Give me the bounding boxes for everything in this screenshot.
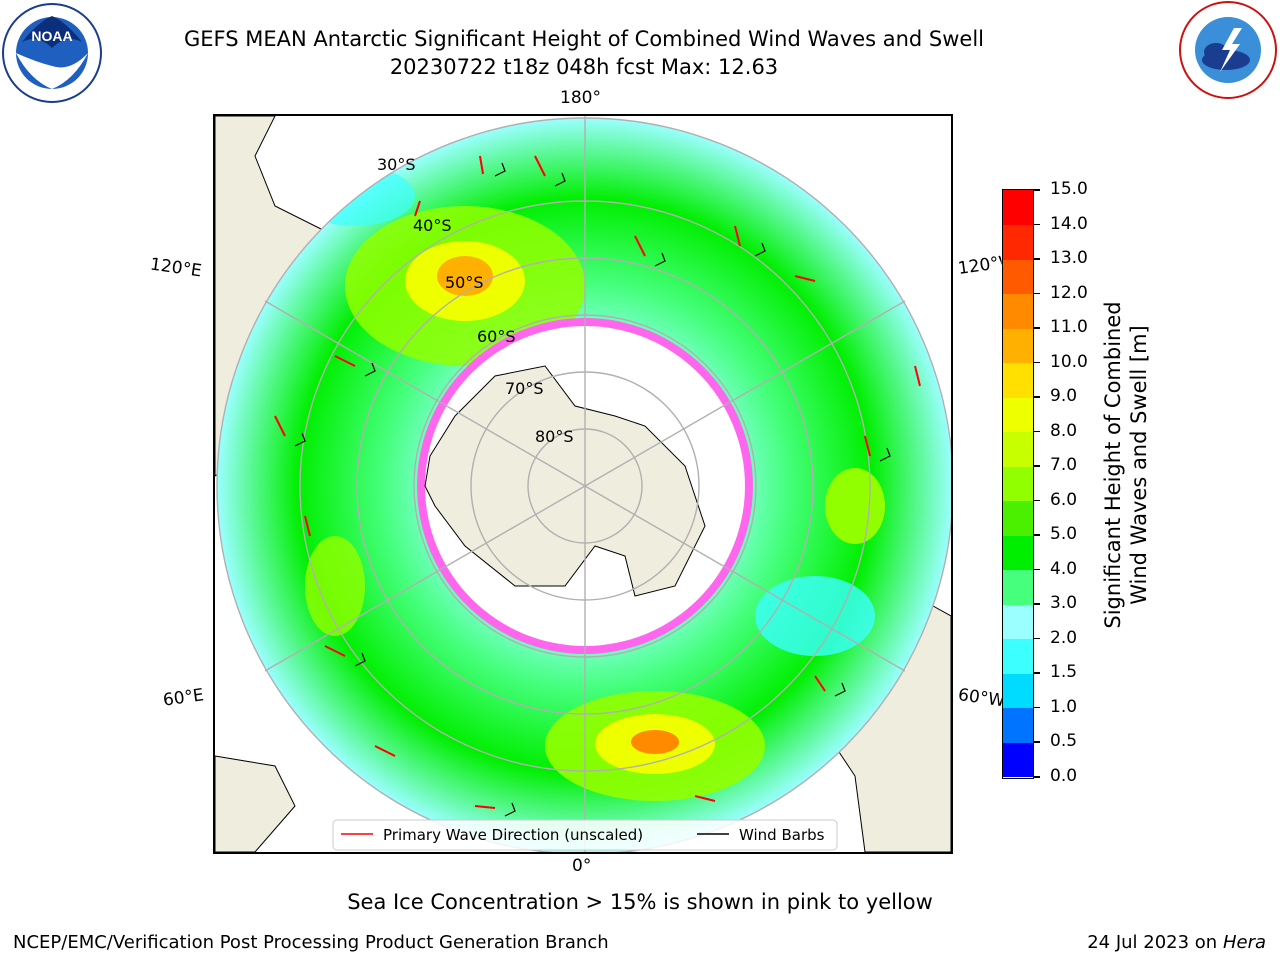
colorbar-tick-label: 14.0 xyxy=(1050,213,1088,234)
colorbar-tick-label: 0.0 xyxy=(1050,766,1078,786)
colorbar-tick-label: 7.0 xyxy=(1050,455,1078,476)
lat-label-50s: 50°S xyxy=(445,273,484,292)
colorbar-tick-mark xyxy=(1034,534,1040,536)
colorbar-segment xyxy=(1003,535,1033,571)
lon-label-60w: 60°W xyxy=(956,685,1004,711)
colorbar-tick-label: 10.0 xyxy=(1050,351,1088,372)
colorbar-tick-mark xyxy=(1034,499,1040,502)
lat-label-70s: 70°S xyxy=(505,379,544,398)
colorbar-tick-mark xyxy=(1034,776,1040,778)
colorbar-tick-mark xyxy=(1034,189,1040,191)
colorbar-segment xyxy=(1003,638,1033,674)
colorbar-tick-label: 1.0 xyxy=(1050,696,1078,717)
legend-barb-label: Wind Barbs xyxy=(739,826,825,844)
colorbar-tick-mark xyxy=(1034,465,1040,467)
footer-date-text: 24 Jul 2023 on xyxy=(1087,932,1223,953)
map-frame: 30°S 40°S 50°S 60°S 70°S 80°S Primary Wa… xyxy=(213,114,953,854)
colorbar-tick-label: 4.0 xyxy=(1050,558,1078,579)
nws-logo-icon xyxy=(1179,1,1277,99)
footer-machine: Hera xyxy=(1222,932,1266,953)
colorbar-segment xyxy=(1003,569,1033,605)
lat-label-30s: 30°S xyxy=(377,155,416,174)
lon-label-0: 0° xyxy=(572,856,592,876)
lon-label-120w: 120°W xyxy=(956,253,1004,279)
colorbar-tick-mark xyxy=(1034,603,1040,605)
colorbar-segment xyxy=(1003,293,1033,329)
colorbar-tick-mark xyxy=(1034,327,1040,329)
colorbar-segment xyxy=(1003,500,1033,536)
noaa-logo-icon: NOAA xyxy=(2,3,102,103)
map-canvas: 30°S 40°S 50°S 60°S 70°S 80°S Primary Wa… xyxy=(215,116,951,852)
colorbar-tick-mark xyxy=(1034,223,1040,226)
colorbar-label-line1: Significant Height of Combined xyxy=(1101,301,1125,629)
colorbar-segment xyxy=(1003,707,1033,743)
colorbar-segment xyxy=(1003,328,1033,364)
lon-label-180: 180° xyxy=(560,88,601,108)
footer-date: 24 Jul 2023 on Hera xyxy=(1087,932,1266,953)
colorbar-tick-mark xyxy=(1034,292,1040,295)
colorbar-tick-label: 12.0 xyxy=(1050,282,1088,303)
colorbar-tick-mark xyxy=(1034,396,1040,398)
colorbar-tick-label: 2.0 xyxy=(1050,627,1078,648)
lat-label-60s: 60°S xyxy=(477,327,516,346)
colorbar-segment xyxy=(1003,604,1033,640)
colorbar-tick-mark xyxy=(1034,637,1040,640)
colorbar-tick-label: 6.0 xyxy=(1050,489,1078,510)
svg-text:NOAA: NOAA xyxy=(31,28,72,44)
colorbar-tick-mark xyxy=(1034,706,1040,709)
colorbar-segment xyxy=(1003,190,1033,226)
colorbar-tick-label: 0.5 xyxy=(1050,731,1078,752)
colorbar-segment xyxy=(1003,673,1033,709)
lat-label-80s: 80°S xyxy=(535,427,574,446)
footer-branch: NCEP/EMC/Verification Post Processing Pr… xyxy=(13,932,609,953)
lat-label-40s: 40°S xyxy=(413,216,452,235)
colorbar-segment xyxy=(1003,362,1033,398)
colorbar-tick-label: 5.0 xyxy=(1050,524,1078,545)
colorbar-tick-label: 9.0 xyxy=(1050,386,1078,407)
colorbar-segment xyxy=(1003,431,1033,467)
colorbar-tick-label: 8.0 xyxy=(1050,420,1078,441)
colorbar-label-line2: Wind Waves and Swell [m] xyxy=(1127,325,1151,605)
colorbar-label: Significant Height of Combined Wind Wave… xyxy=(1100,265,1152,665)
colorbar-tick-mark xyxy=(1034,568,1040,571)
colorbar-segment xyxy=(1003,397,1033,433)
colorbar-tick-mark xyxy=(1034,258,1040,260)
colorbar-tick-label: 15.0 xyxy=(1050,179,1088,199)
colorbar-tick-label: 13.0 xyxy=(1050,248,1088,269)
chart-subtitle: 20230722 t18z 048h fcst Max: 12.63 xyxy=(389,55,779,79)
chart-title: GEFS MEAN Antarctic Significant Height o… xyxy=(183,27,985,51)
lon-label-120e: 120°E xyxy=(148,254,203,282)
colorbar-segment xyxy=(1003,259,1033,295)
colorbar xyxy=(1002,189,1034,779)
legend-wave-label: Primary Wave Direction (unscaled) xyxy=(383,826,643,844)
colorbar-segment xyxy=(1003,742,1033,778)
colorbar-tick-mark xyxy=(1034,361,1040,364)
colorbar-segment xyxy=(1003,466,1033,502)
sea-ice-note: Sea Ice Concentration > 15% is shown in … xyxy=(347,890,933,914)
colorbar-tick-mark xyxy=(1034,430,1040,433)
colorbar-segment xyxy=(1003,224,1033,260)
colorbar-tick-label: 3.0 xyxy=(1050,593,1078,614)
colorbar-tick-mark xyxy=(1034,741,1040,743)
colorbar-tick-mark xyxy=(1034,672,1040,674)
lon-label-60e: 60°E xyxy=(161,685,206,711)
colorbar-tick-label: 11.0 xyxy=(1050,317,1088,338)
colorbar-tick-label: 1.5 xyxy=(1050,662,1078,683)
